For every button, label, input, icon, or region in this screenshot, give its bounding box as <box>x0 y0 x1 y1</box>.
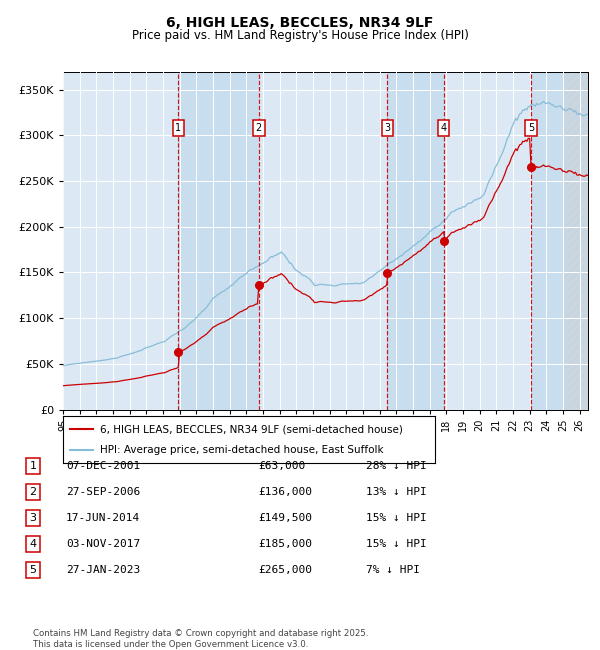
Bar <box>178 72 259 410</box>
Text: 1: 1 <box>175 123 182 133</box>
Text: 7% ↓ HPI: 7% ↓ HPI <box>366 565 420 575</box>
Text: 13% ↓ HPI: 13% ↓ HPI <box>366 487 427 497</box>
Text: £185,000: £185,000 <box>258 539 312 549</box>
Text: £149,500: £149,500 <box>258 513 312 523</box>
Text: 4: 4 <box>29 539 37 549</box>
Text: 2: 2 <box>29 487 37 497</box>
Text: 15% ↓ HPI: 15% ↓ HPI <box>366 539 427 549</box>
Text: 28% ↓ HPI: 28% ↓ HPI <box>366 461 427 471</box>
Bar <box>388 72 443 410</box>
Text: £265,000: £265,000 <box>258 565 312 575</box>
Bar <box>531 72 588 410</box>
Text: £136,000: £136,000 <box>258 487 312 497</box>
Bar <box>563 72 588 410</box>
Text: £63,000: £63,000 <box>258 461 305 471</box>
Text: 6, HIGH LEAS, BECCLES, NR34 9LF (semi-detached house): 6, HIGH LEAS, BECCLES, NR34 9LF (semi-de… <box>100 424 403 434</box>
Text: 07-DEC-2001: 07-DEC-2001 <box>66 461 140 471</box>
Text: 6, HIGH LEAS, BECCLES, NR34 9LF: 6, HIGH LEAS, BECCLES, NR34 9LF <box>166 16 434 30</box>
Text: 27-JAN-2023: 27-JAN-2023 <box>66 565 140 575</box>
Text: 4: 4 <box>440 123 447 133</box>
Text: 15% ↓ HPI: 15% ↓ HPI <box>366 513 427 523</box>
Text: 17-JUN-2014: 17-JUN-2014 <box>66 513 140 523</box>
Text: 5: 5 <box>528 123 534 133</box>
Text: Contains HM Land Registry data © Crown copyright and database right 2025.
This d: Contains HM Land Registry data © Crown c… <box>33 629 368 649</box>
Text: 3: 3 <box>29 513 37 523</box>
Text: 3: 3 <box>384 123 391 133</box>
Text: 2: 2 <box>256 123 262 133</box>
Text: 1: 1 <box>29 461 37 471</box>
Text: Price paid vs. HM Land Registry's House Price Index (HPI): Price paid vs. HM Land Registry's House … <box>131 29 469 42</box>
Text: 5: 5 <box>29 565 37 575</box>
Text: 27-SEP-2006: 27-SEP-2006 <box>66 487 140 497</box>
Text: HPI: Average price, semi-detached house, East Suffolk: HPI: Average price, semi-detached house,… <box>100 445 384 455</box>
Text: 03-NOV-2017: 03-NOV-2017 <box>66 539 140 549</box>
